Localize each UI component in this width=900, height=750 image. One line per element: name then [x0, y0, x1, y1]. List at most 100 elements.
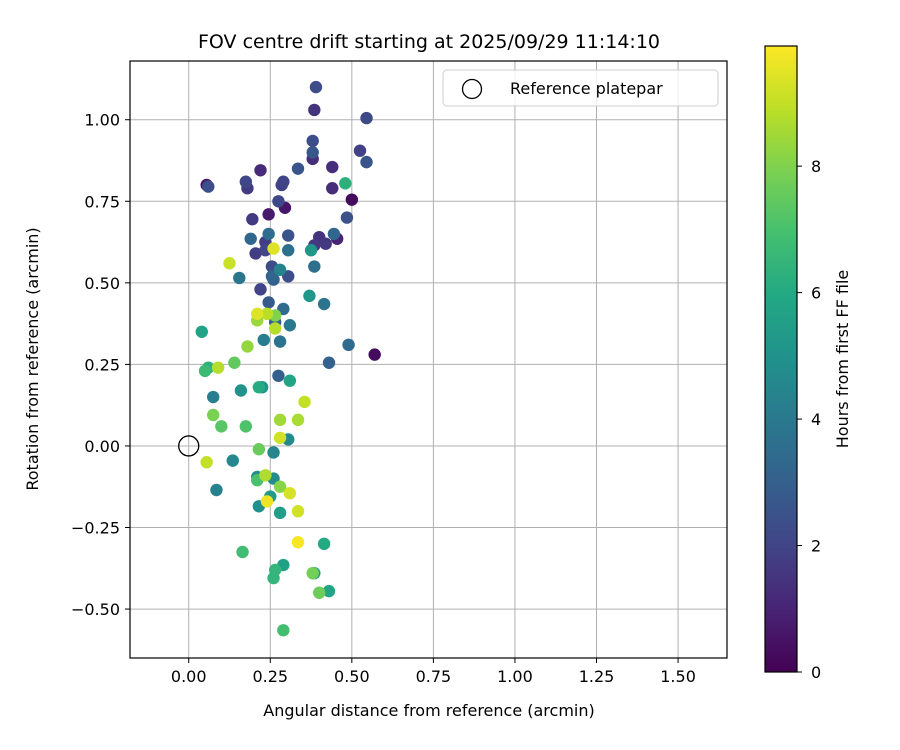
data-point	[304, 244, 318, 257]
data-point	[273, 431, 287, 444]
x-tick-label: 1.50	[660, 667, 696, 686]
data-point	[252, 381, 266, 394]
data-point	[298, 395, 311, 409]
plot-area	[130, 61, 727, 658]
data-point	[200, 456, 213, 469]
data-point	[233, 271, 246, 285]
y-axis-title: Rotation from reference (arcmin)	[23, 227, 42, 490]
data-point	[306, 146, 319, 159]
data-point	[254, 164, 267, 177]
data-point	[282, 229, 295, 242]
x-axis-ticks: 0.00 0.25 0.50 0.75 1.00 1.25 1.50	[171, 658, 696, 686]
legend-label-reference: Reference platepar	[510, 79, 663, 98]
data-point	[223, 257, 236, 270]
data-point	[306, 566, 319, 580]
data-point	[309, 80, 323, 94]
x-tick-label: 1.00	[497, 667, 533, 686]
y-tick-label: 0.25	[84, 355, 120, 374]
x-axis-title: Angular distance from reference (arcmin)	[263, 701, 594, 720]
data-point	[260, 495, 274, 508]
scatter-points	[195, 80, 381, 637]
data-point	[306, 134, 319, 148]
data-point	[244, 232, 257, 245]
data-point	[291, 504, 305, 518]
data-point	[206, 390, 220, 404]
y-tick-label: −0.25	[71, 519, 120, 538]
data-point	[251, 307, 264, 321]
data-point	[342, 338, 355, 352]
colorbar-tick-label: 4	[811, 410, 821, 429]
data-point	[319, 237, 332, 250]
data-point	[273, 335, 287, 348]
data-point	[368, 348, 381, 361]
data-point	[317, 537, 331, 551]
colorbar-ticks: 0 2 4 6 8	[797, 157, 821, 682]
data-point	[252, 443, 266, 456]
data-point	[360, 111, 373, 125]
data-point	[257, 333, 270, 347]
data-point	[239, 420, 253, 433]
data-point	[239, 175, 253, 188]
colorbar-tick-label: 6	[811, 284, 821, 303]
data-point	[303, 289, 316, 303]
data-point	[273, 480, 287, 493]
data-point	[277, 624, 290, 637]
colorbar-title: Hours from first FF file	[833, 270, 852, 449]
data-point	[268, 322, 282, 335]
data-point	[267, 446, 280, 459]
data-point	[198, 364, 212, 378]
data-point	[215, 420, 228, 433]
data-point	[273, 413, 287, 427]
data-point	[210, 483, 223, 497]
axes-frame	[129, 60, 728, 659]
data-point	[211, 361, 225, 374]
reference-platepar-marker	[178, 435, 200, 457]
data-point	[195, 325, 208, 338]
data-point	[308, 103, 321, 117]
y-tick-label: 1.00	[84, 111, 120, 130]
y-tick-label: −0.50	[71, 600, 120, 619]
data-point	[259, 469, 272, 482]
data-point	[326, 160, 339, 174]
chart-title: FOV centre drift starting at 2025/09/29 …	[198, 31, 660, 53]
y-tick-label: 0.00	[84, 437, 120, 456]
y-axis-ticks: −0.50 −0.25 0.00 0.25 0.50 0.75 1.00	[71, 111, 130, 619]
data-point	[273, 263, 287, 276]
colorbar-tick-label: 8	[811, 157, 821, 176]
data-point	[267, 242, 280, 255]
data-point	[277, 175, 290, 188]
data-point	[249, 247, 262, 260]
data-point	[241, 340, 254, 353]
data-point	[283, 319, 297, 332]
colorbar-tick-label: 0	[811, 663, 821, 682]
data-point	[228, 356, 241, 369]
legend-reference-marker	[461, 78, 483, 100]
data-point	[273, 506, 287, 520]
data-point	[262, 208, 275, 221]
x-tick-label: 0.50	[334, 667, 370, 686]
data-point	[308, 260, 321, 273]
data-point	[282, 244, 295, 257]
data-point	[353, 144, 367, 157]
data-point	[206, 408, 220, 422]
colorbar-tick-label: 2	[811, 537, 821, 556]
data-point	[322, 356, 336, 369]
y-tick-label: 0.75	[84, 192, 120, 211]
data-point	[313, 586, 326, 599]
colorbar	[765, 46, 797, 672]
data-point	[236, 545, 249, 559]
data-point	[246, 213, 259, 226]
data-point	[322, 584, 336, 598]
data-point	[226, 454, 239, 467]
data-point	[262, 296, 275, 309]
data-point	[260, 307, 274, 321]
data-point	[272, 369, 285, 383]
data-point	[340, 211, 354, 224]
x-tick-label: 0.75	[416, 667, 452, 686]
data-point	[360, 155, 373, 169]
data-point	[317, 297, 331, 311]
legend: Reference platepar	[442, 69, 719, 107]
data-point	[327, 227, 341, 241]
data-point	[291, 535, 305, 549]
